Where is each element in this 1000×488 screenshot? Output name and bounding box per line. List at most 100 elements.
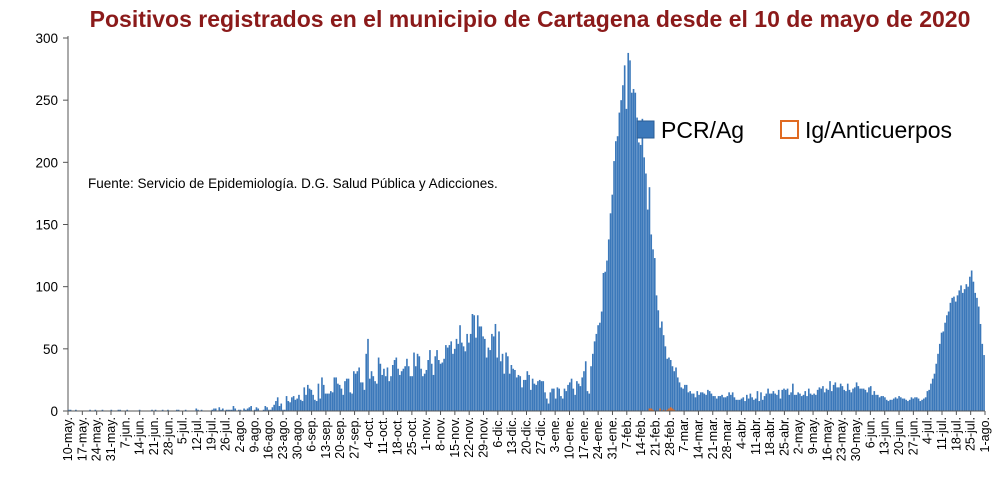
- x-tick-label: 4-abr.: [734, 417, 748, 449]
- bar-pcr: [834, 382, 837, 411]
- bar-pcr: [554, 398, 557, 411]
- bar-pcr: [804, 391, 807, 411]
- bar-pcr: [694, 397, 697, 411]
- bar-pcr: [657, 310, 660, 411]
- bar-pcr: [638, 142, 640, 411]
- bar-pcr: [967, 286, 969, 411]
- bar-ig: [659, 408, 661, 411]
- bar-ig: [652, 409, 654, 411]
- bar-pcr: [756, 391, 759, 411]
- y-tick-label: 250: [35, 93, 58, 108]
- bar-pcr: [714, 396, 716, 411]
- x-tick-label: 21-feb.: [649, 417, 663, 456]
- bar-pcr: [110, 409, 113, 411]
- x-tick-label: 28-mar.: [720, 417, 734, 459]
- bar-pcr: [795, 394, 798, 411]
- bar-pcr: [715, 398, 718, 411]
- bar-pcr: [754, 398, 757, 411]
- x-tick-label: 20-sep.: [333, 417, 347, 459]
- bar-pcr: [214, 408, 217, 411]
- bar-ig: [673, 409, 676, 411]
- bar-pcr: [783, 388, 785, 411]
- bar-pcr: [239, 409, 242, 411]
- bar-pcr: [747, 398, 750, 411]
- x-tick-label: 28-feb.: [663, 417, 677, 456]
- bar-pcr: [774, 393, 776, 411]
- series-pcr-bars: [68, 52, 985, 412]
- bar-pcr: [292, 396, 295, 411]
- bar-pcr: [429, 350, 431, 411]
- bar-pcr: [648, 187, 651, 411]
- x-tick-label: 12-jul.: [190, 417, 204, 451]
- x-tick-label: 25-jul.: [964, 417, 978, 451]
- bar-pcr: [565, 391, 568, 411]
- x-tick-label: 7-feb.: [620, 417, 634, 449]
- bar-pcr: [947, 311, 950, 411]
- bar-pcr: [370, 371, 373, 411]
- bar-pcr: [616, 136, 619, 411]
- bar-pcr: [119, 409, 121, 411]
- bar-pcr: [937, 353, 939, 411]
- bar-pcr: [340, 388, 343, 411]
- bar-pcr: [269, 409, 272, 411]
- bar-pcr: [859, 388, 861, 411]
- bar-pcr: [94, 409, 97, 411]
- bar-pcr: [972, 281, 975, 411]
- bar-pcr: [581, 377, 584, 411]
- bar-pcr: [884, 397, 886, 411]
- bar-pcr: [476, 315, 479, 411]
- bar-pcr: [498, 331, 500, 411]
- bar-pcr: [328, 393, 330, 411]
- bar-pcr: [561, 398, 564, 411]
- bar-pcr: [689, 391, 691, 411]
- bar-pcr: [885, 399, 888, 411]
- bar-pcr: [464, 351, 467, 411]
- bar-pcr: [864, 389, 867, 411]
- bar-pcr: [333, 377, 336, 411]
- bar-pcr: [365, 353, 368, 411]
- bar-pcr: [220, 409, 222, 411]
- bar-pcr: [507, 356, 509, 411]
- bar-pcr: [908, 399, 911, 411]
- bar-pcr: [676, 377, 679, 411]
- bar-pcr: [724, 397, 727, 411]
- x-tick-label: 8-nov.: [434, 417, 448, 451]
- bar-pcr: [556, 387, 559, 411]
- bar-pcr: [763, 396, 766, 411]
- bar-pcr: [391, 365, 394, 411]
- bar-pcr: [303, 387, 306, 411]
- x-tick-label: 4-jul.: [921, 417, 935, 444]
- bar-pcr: [505, 352, 507, 411]
- bar-pcr: [615, 141, 617, 411]
- x-tick-label: 7-jun.: [118, 417, 132, 448]
- bar-pcr: [222, 408, 224, 411]
- bar-pcr: [577, 383, 580, 411]
- bar-pcr: [354, 373, 357, 411]
- bar-pcr: [641, 118, 644, 411]
- x-tick-label: 13-dic.: [505, 417, 519, 455]
- bar-pcr: [570, 378, 573, 411]
- bar-pcr: [790, 392, 792, 411]
- bar-pcr: [416, 353, 419, 411]
- bar-pcr: [351, 393, 353, 411]
- bar-pcr: [643, 157, 645, 411]
- bar-pcr: [519, 376, 522, 411]
- bar-pcr: [606, 260, 608, 411]
- bar-pcr: [857, 386, 860, 411]
- bar-pcr: [324, 393, 327, 411]
- bar-pcr: [404, 366, 406, 411]
- bar-pcr: [524, 379, 527, 411]
- x-tick-label: 3-ene.: [548, 417, 562, 452]
- x-tick-label: 21-jun.: [147, 417, 161, 455]
- x-tick-label: 26-jul.: [219, 417, 233, 451]
- bar-pcr: [593, 341, 596, 411]
- bar-pcr: [75, 409, 77, 411]
- bar-pcr: [797, 392, 799, 411]
- bar-pcr: [639, 144, 642, 411]
- bar-pcr: [452, 353, 454, 411]
- bar-pcr: [496, 357, 499, 411]
- bar-pcr: [983, 355, 985, 411]
- chart-title: Positivos registrados en el municipio de…: [90, 6, 971, 32]
- bar-pcr: [446, 347, 449, 411]
- bar-pcr: [811, 394, 814, 411]
